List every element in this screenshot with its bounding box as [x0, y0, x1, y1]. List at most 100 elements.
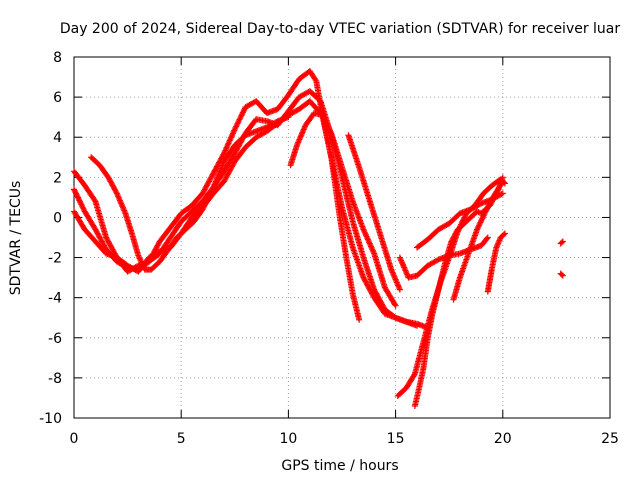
data-point: [241, 106, 248, 113]
data-point: [558, 271, 565, 278]
data-point: [559, 238, 566, 245]
data-point: [207, 191, 214, 198]
data-series: [557, 238, 566, 247]
data-point: [77, 200, 84, 207]
data-point: [71, 186, 77, 193]
x-tick-label: 0: [70, 431, 79, 447]
data-point: [80, 205, 87, 212]
data-point: [356, 316, 363, 323]
data-point: [434, 257, 441, 264]
data-point: [206, 192, 213, 199]
data-point: [209, 185, 216, 192]
data-series: [557, 270, 566, 279]
data-point: [237, 115, 244, 122]
data-point: [78, 201, 85, 208]
data-point: [479, 215, 486, 222]
data-point: [233, 122, 240, 129]
data-point: [392, 302, 399, 309]
data-point: [477, 201, 484, 208]
data-point: [231, 126, 238, 133]
data-point: [411, 372, 418, 379]
data-point: [207, 189, 214, 196]
y-tick-label: -8: [48, 371, 62, 387]
data-point: [480, 212, 487, 219]
data-point: [461, 214, 468, 221]
data-point: [233, 123, 240, 130]
data-point: [559, 272, 566, 279]
data-series: [450, 178, 506, 303]
data-point: [239, 109, 246, 116]
data-point: [476, 222, 483, 229]
x-tick-label: 5: [177, 431, 186, 447]
data-point: [481, 211, 488, 218]
chart-title: Day 200 of 2024, Sidereal Day-to-day VTE…: [60, 21, 621, 37]
data-series: [411, 174, 506, 409]
data-point: [237, 113, 244, 120]
data-point: [501, 230, 508, 237]
x-tick-label: 20: [494, 431, 512, 447]
y-tick-label: -2: [48, 251, 62, 267]
data-series: [414, 190, 506, 251]
y-axis-label: SDTVAR / TECUs: [8, 181, 24, 296]
data-point: [235, 119, 242, 126]
data-point: [499, 178, 506, 185]
data-point: [478, 216, 485, 223]
data-point: [476, 220, 483, 227]
data-point: [480, 213, 487, 220]
data-point: [558, 239, 565, 246]
axis-ticks: [73, 56, 611, 419]
data-point: [71, 187, 78, 194]
data-point: [499, 179, 506, 186]
data-series: [287, 110, 363, 323]
data-point: [477, 219, 484, 226]
data-point: [238, 112, 245, 119]
data-point: [498, 191, 505, 198]
data-point: [483, 235, 490, 242]
y-tick-label: 2: [53, 170, 62, 186]
data-point: [484, 234, 491, 241]
x-axis-label: GPS time / hours: [281, 458, 398, 474]
data-point: [199, 206, 206, 213]
y-tick-label: 8: [53, 50, 62, 66]
y-tick-label: 6: [53, 90, 62, 106]
y-tick-label: 0: [53, 210, 62, 226]
data-point: [205, 195, 211, 202]
y-tick-label: -6: [48, 331, 62, 347]
data-series: [345, 132, 403, 293]
data-point: [396, 286, 403, 293]
data-point: [209, 187, 216, 194]
data-point: [312, 76, 319, 83]
data-point: [202, 199, 209, 206]
data-point: [235, 117, 242, 124]
data-point: [391, 301, 398, 308]
data-point: [273, 118, 280, 125]
data-point: [208, 188, 215, 195]
data-point: [478, 218, 485, 225]
data-point: [79, 204, 86, 211]
data-point: [76, 197, 83, 204]
data-point: [285, 114, 292, 121]
data-point: [201, 202, 208, 209]
data-point: [113, 189, 120, 196]
data-point: [236, 116, 243, 123]
data-point: [77, 198, 84, 205]
y-tick-label: 4: [53, 130, 62, 146]
x-tick-labels: 0 5 10 15 20 25: [70, 431, 619, 447]
data-point: [232, 124, 239, 131]
data-point: [200, 203, 207, 210]
y-tick-labels: -10 -8 -6 -4 -2 0 2 4 6 8: [39, 50, 62, 427]
data-point: [73, 190, 80, 197]
data-point: [91, 197, 98, 204]
data-point: [499, 190, 506, 197]
data-point: [240, 108, 247, 115]
data-point: [73, 191, 80, 198]
data-points: [71, 68, 566, 409]
data-point: [234, 120, 241, 127]
data-point: [75, 194, 82, 201]
data-point: [202, 200, 209, 207]
data-series: [484, 230, 508, 295]
x-tick-label: 25: [601, 431, 619, 447]
plot-frame: [73, 56, 611, 419]
data-point: [75, 196, 82, 203]
